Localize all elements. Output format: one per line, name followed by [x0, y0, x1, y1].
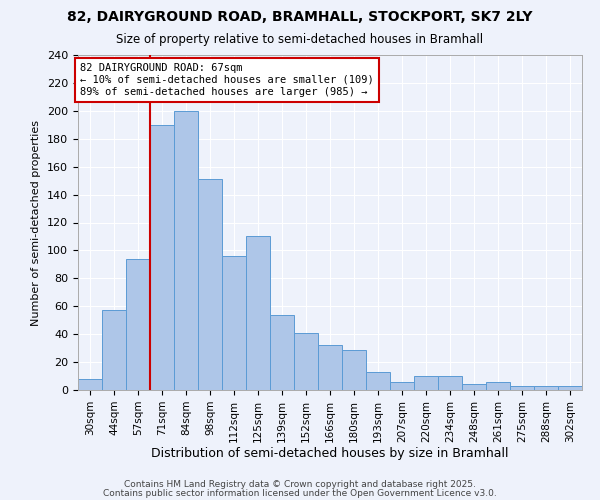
- Bar: [246, 236, 270, 390]
- Bar: [342, 350, 366, 390]
- Bar: [534, 386, 558, 390]
- Bar: [438, 376, 462, 390]
- Bar: [366, 372, 390, 390]
- Text: Contains HM Land Registry data © Crown copyright and database right 2025.: Contains HM Land Registry data © Crown c…: [124, 480, 476, 489]
- Bar: [270, 314, 294, 390]
- Bar: [318, 346, 342, 390]
- X-axis label: Distribution of semi-detached houses by size in Bramhall: Distribution of semi-detached houses by …: [151, 448, 509, 460]
- Y-axis label: Number of semi-detached properties: Number of semi-detached properties: [31, 120, 41, 326]
- Bar: [126, 259, 150, 390]
- Bar: [78, 379, 102, 390]
- Bar: [486, 382, 510, 390]
- Bar: [294, 333, 318, 390]
- Bar: [390, 382, 414, 390]
- Bar: [174, 111, 198, 390]
- Bar: [414, 376, 438, 390]
- Text: 82, DAIRYGROUND ROAD, BRAMHALL, STOCKPORT, SK7 2LY: 82, DAIRYGROUND ROAD, BRAMHALL, STOCKPOR…: [67, 10, 533, 24]
- Text: 82 DAIRYGROUND ROAD: 67sqm
← 10% of semi-detached houses are smaller (109)
89% o: 82 DAIRYGROUND ROAD: 67sqm ← 10% of semi…: [80, 64, 374, 96]
- Bar: [462, 384, 486, 390]
- Bar: [102, 310, 126, 390]
- Text: Size of property relative to semi-detached houses in Bramhall: Size of property relative to semi-detach…: [116, 32, 484, 46]
- Bar: [198, 179, 222, 390]
- Bar: [510, 386, 534, 390]
- Bar: [222, 256, 246, 390]
- Bar: [150, 125, 174, 390]
- Text: Contains public sector information licensed under the Open Government Licence v3: Contains public sector information licen…: [103, 488, 497, 498]
- Bar: [558, 386, 582, 390]
